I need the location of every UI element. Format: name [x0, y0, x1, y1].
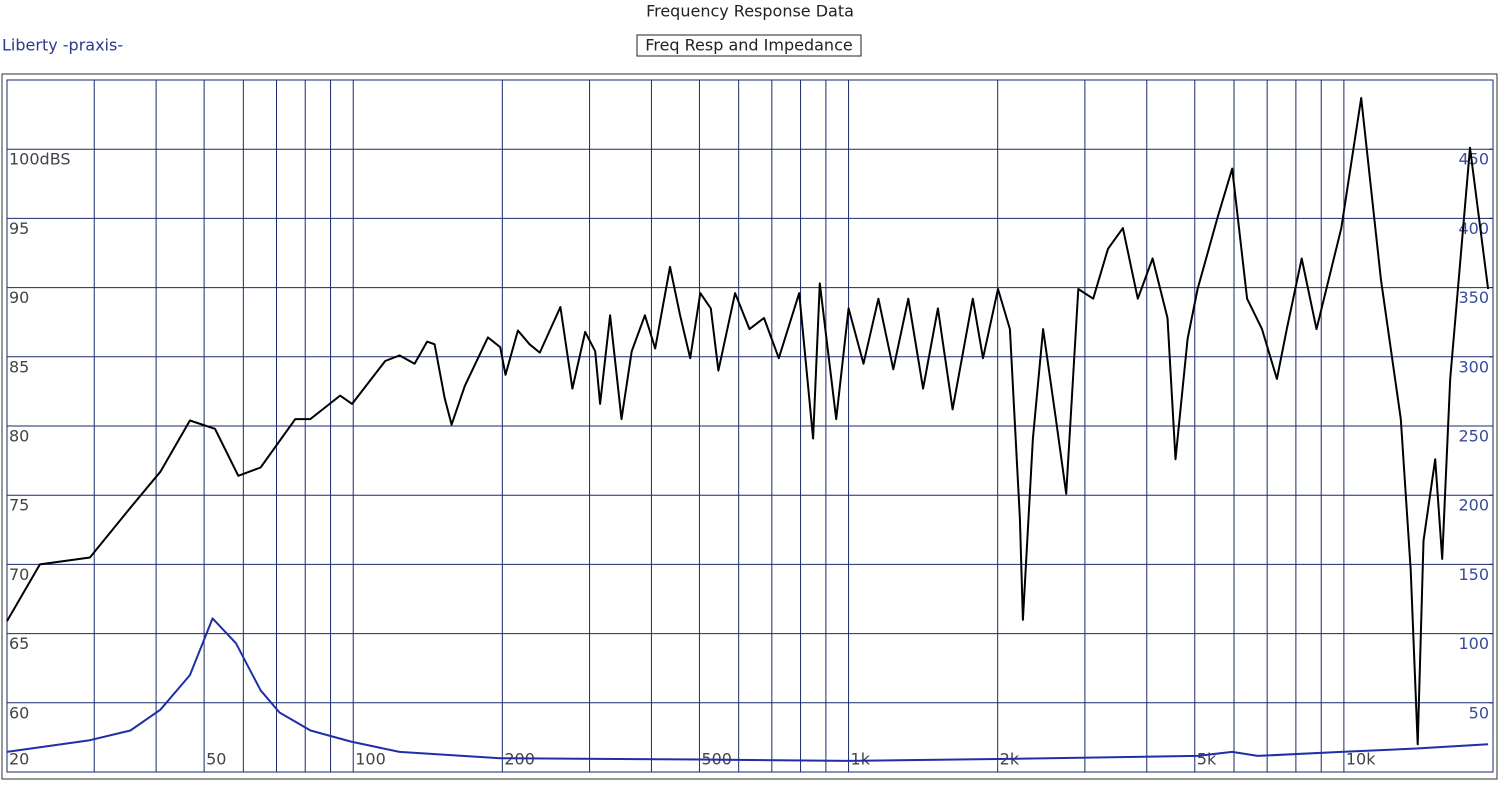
data-line: [6, 617, 1489, 762]
y2-tick-label: 150: [1458, 565, 1489, 584]
x-tick-label: 1k: [851, 750, 871, 769]
y-tick-label: 60: [9, 703, 29, 722]
x-tick-label: 5k: [1197, 750, 1217, 769]
subtitle-box: [636, 34, 862, 57]
y-tick-label: 70: [9, 565, 29, 584]
chart-title: Frequency Response Data: [646, 2, 854, 21]
outer-frame: [1, 73, 1498, 780]
x-tick-label: 100: [355, 750, 386, 769]
chart-subtitle: Freq Resp and Impedance: [645, 36, 852, 55]
data-line: [6, 97, 1490, 746]
y-tick-label: 65: [9, 634, 29, 653]
y-tick-label: 85: [9, 357, 29, 376]
y-tick-label: 100dBS: [9, 150, 71, 169]
y2-tick-label: 200: [1458, 496, 1489, 515]
y2-tick-label: 100: [1458, 634, 1489, 653]
y2-tick-label: 250: [1458, 427, 1489, 446]
y2-tick-label: 450: [1458, 150, 1489, 169]
y-tick-label: 75: [9, 496, 29, 515]
chart-label: Liberty -praxis-: [2, 36, 123, 55]
y2-tick-label: 350: [1458, 288, 1489, 307]
y2-tick-label: 300: [1458, 357, 1489, 376]
x-tick-label: 20: [9, 750, 29, 769]
y-tick-label: 95: [9, 219, 29, 238]
y-tick-label: 80: [9, 427, 29, 446]
y-tick-label: 90: [9, 288, 29, 307]
y2-tick-label: 50: [1469, 703, 1489, 722]
x-tick-label: 50: [206, 750, 226, 769]
x-tick-label: 10k: [1346, 750, 1376, 769]
